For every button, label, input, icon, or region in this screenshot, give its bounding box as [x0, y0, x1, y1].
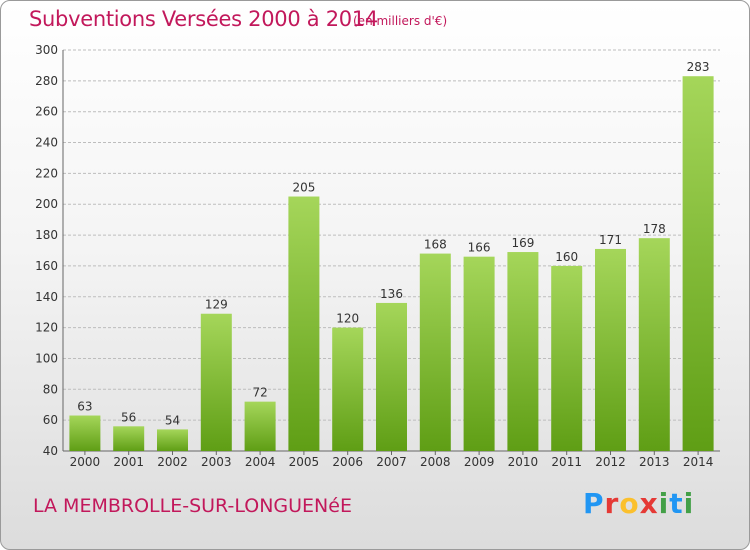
- x-tick-label: 2010: [508, 455, 539, 469]
- data-label: 169: [511, 236, 534, 250]
- x-tick-label: 2003: [201, 455, 232, 469]
- commune-name: LA MEMBROLLE-SUR-LONGUENéE: [33, 495, 352, 517]
- y-tick-label: 40: [43, 444, 58, 458]
- bar: [244, 401, 276, 451]
- logo-letter: r: [604, 487, 620, 520]
- x-tick-label: 2011: [551, 455, 582, 469]
- y-tick-label: 240: [35, 136, 58, 150]
- data-label: 166: [468, 241, 491, 255]
- logo-letter: P: [583, 487, 605, 520]
- data-label: 54: [165, 413, 180, 427]
- bar: [507, 252, 539, 451]
- x-tick-label: 2001: [113, 455, 144, 469]
- chart-subtitle: (en milliers d'€): [353, 14, 448, 28]
- x-tick-label: 2009: [464, 455, 495, 469]
- proxiti-logo: Proxiti: [583, 487, 694, 520]
- x-tick-label: 2007: [376, 455, 407, 469]
- bar: [332, 327, 364, 451]
- y-tick-label: 140: [35, 290, 58, 304]
- x-tick-label: 2000: [70, 455, 101, 469]
- bar: [157, 429, 188, 451]
- x-tick-label: 2006: [332, 455, 363, 469]
- y-tick-label: 260: [35, 105, 58, 119]
- logo-letter: t: [669, 487, 684, 520]
- y-tick-label: 180: [35, 228, 58, 242]
- data-label: 72: [252, 386, 267, 400]
- y-tick-label: 300: [35, 43, 58, 57]
- y-tick-label: 220: [35, 166, 58, 180]
- bar: [113, 426, 145, 451]
- bar: [463, 256, 495, 451]
- data-label: 120: [336, 312, 359, 326]
- bar: [638, 238, 670, 451]
- data-label: 205: [292, 181, 315, 195]
- y-tick-label: 120: [35, 321, 58, 335]
- x-tick-label: 2013: [639, 455, 670, 469]
- data-label: 178: [643, 222, 666, 236]
- bar: [376, 302, 407, 451]
- bar: [288, 196, 320, 451]
- y-tick-label: 80: [43, 382, 58, 396]
- y-tick-label: 200: [35, 197, 58, 211]
- x-tick-label: 2002: [157, 455, 188, 469]
- bar: [200, 313, 232, 451]
- logo-letter: i: [658, 487, 670, 520]
- data-label: 63: [77, 400, 92, 414]
- y-tick-label: 100: [35, 351, 58, 365]
- chart-title: Subventions Versées 2000 à 2014: [29, 7, 378, 31]
- bar: [419, 253, 451, 451]
- data-label: 171: [599, 233, 622, 247]
- x-tick-label: 2004: [245, 455, 276, 469]
- logo-letter: x: [639, 487, 659, 520]
- y-tick-label: 60: [43, 413, 58, 427]
- data-label: 129: [205, 298, 228, 312]
- data-label: 283: [687, 60, 710, 74]
- x-tick-label: 2012: [595, 455, 626, 469]
- data-label: 56: [121, 410, 136, 424]
- x-tick-label: 2014: [683, 455, 714, 469]
- data-label: 136: [380, 287, 403, 301]
- logo-letter: o: [619, 487, 640, 520]
- data-label: 160: [555, 250, 578, 264]
- logo-letter: i: [683, 487, 695, 520]
- data-label: 168: [424, 238, 447, 252]
- x-tick-label: 2005: [289, 455, 320, 469]
- bar: [595, 248, 626, 451]
- y-tick-label: 160: [35, 259, 58, 273]
- y-tick-label: 280: [35, 74, 58, 88]
- bar: [551, 265, 583, 451]
- x-tick-label: 2008: [420, 455, 451, 469]
- bar: [69, 415, 101, 451]
- bar: [682, 76, 714, 451]
